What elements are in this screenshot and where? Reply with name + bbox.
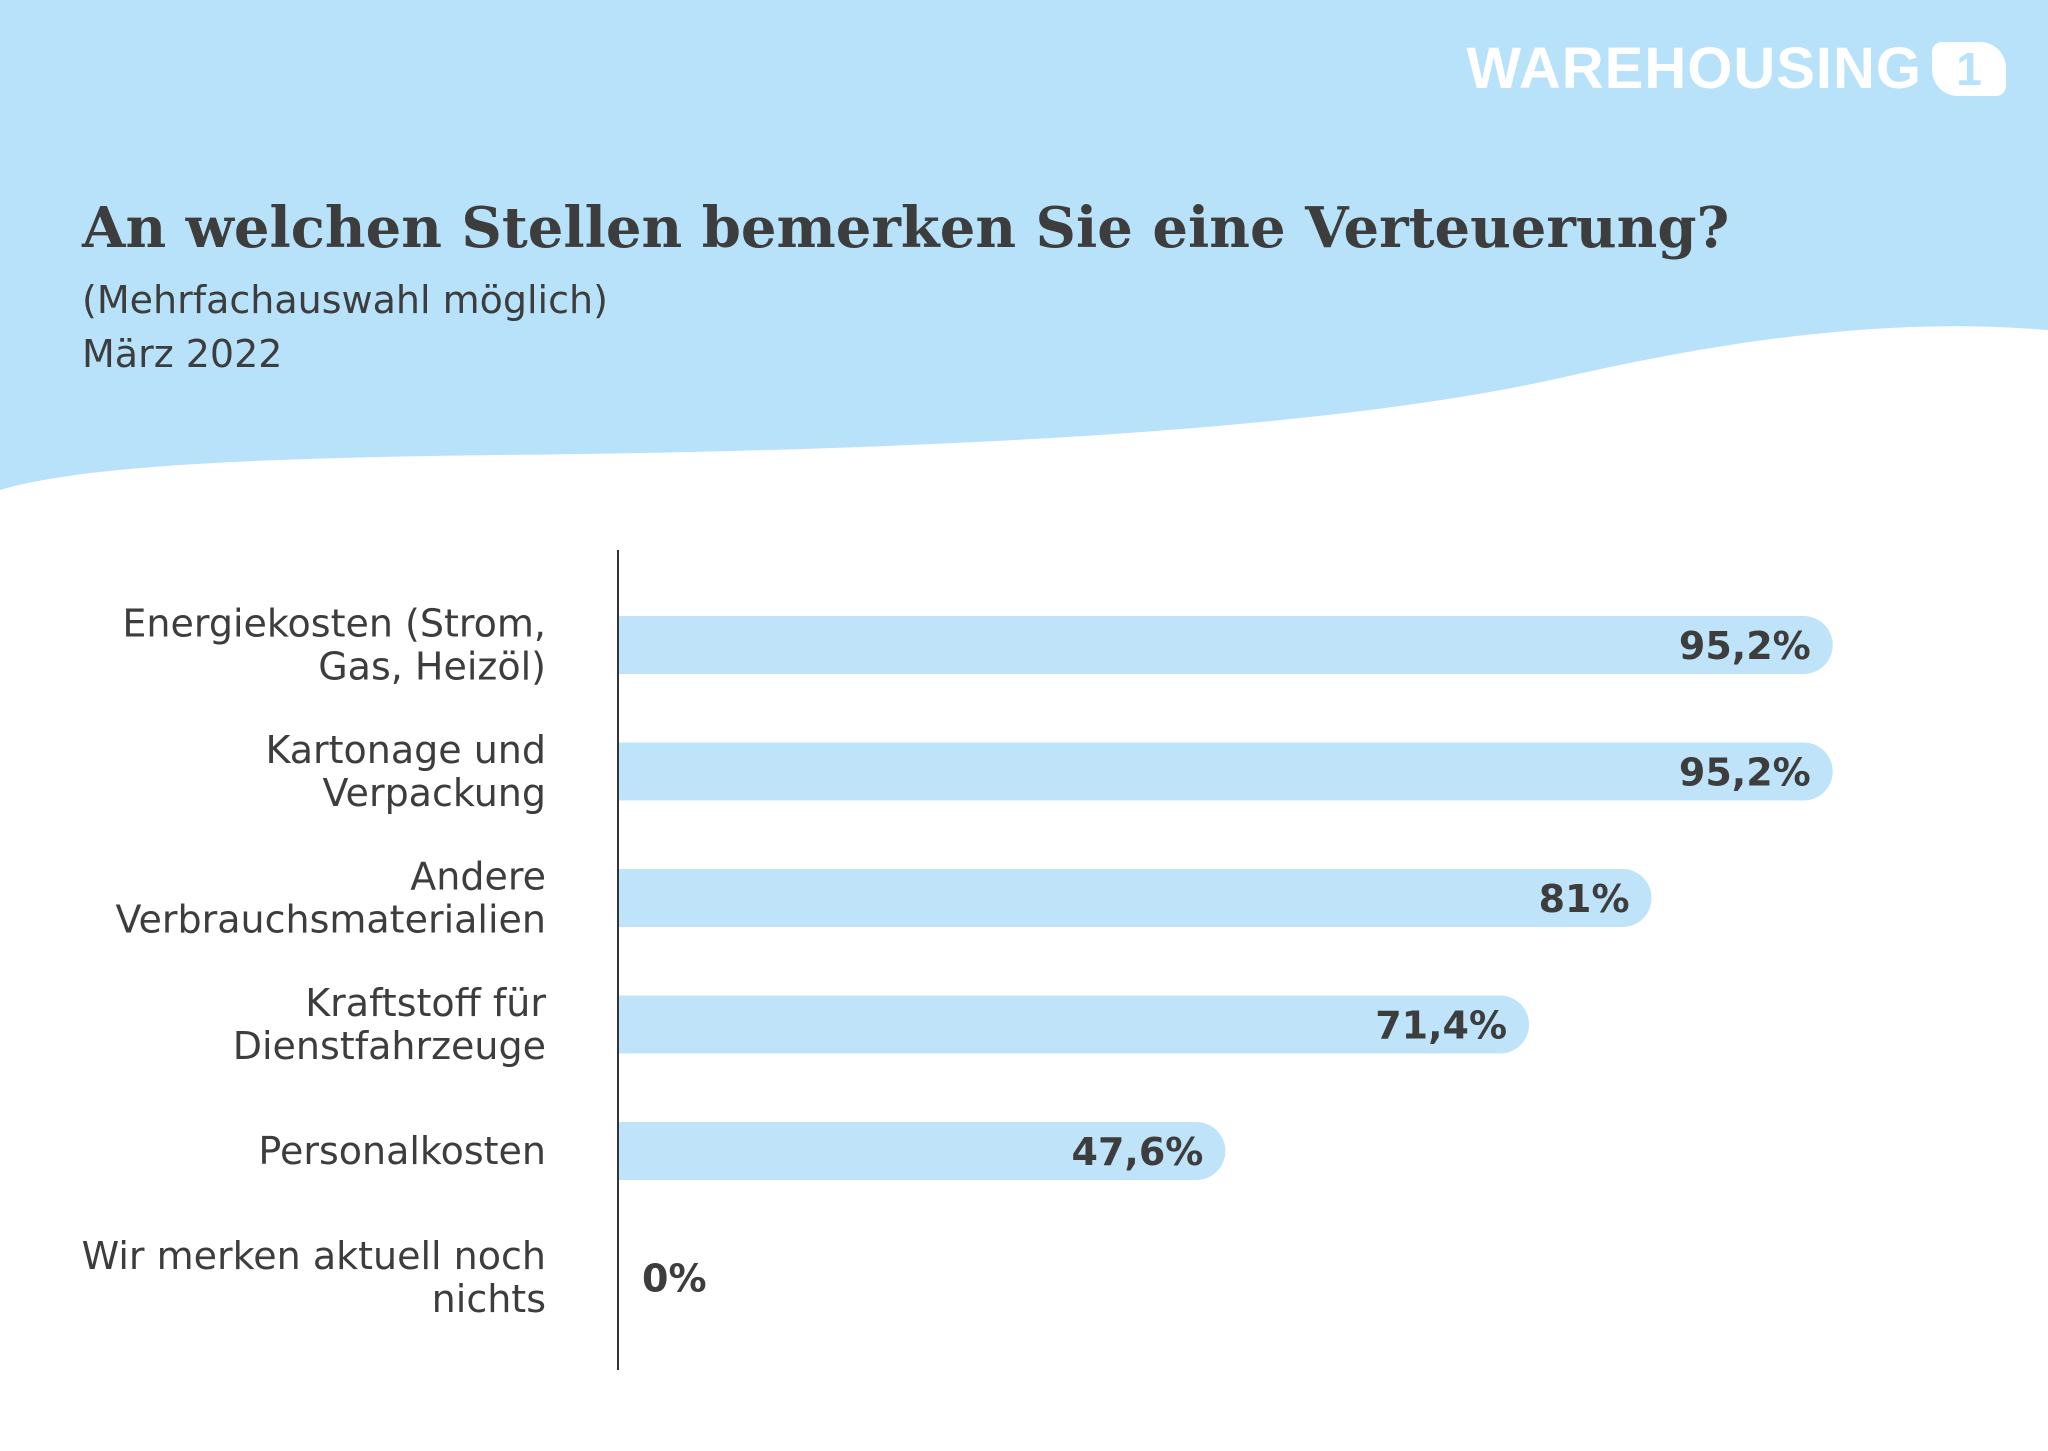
header-background-wave: [0, 0, 2048, 490]
page-title: An welchen Stellen bemerken Sie eine Ver…: [82, 195, 1730, 261]
bar: [618, 1122, 1226, 1180]
category-label: Gas, Heizöl): [318, 645, 546, 689]
logo-badge: 1: [1932, 42, 2006, 96]
bar: [618, 742, 1833, 801]
data-label: 0%: [642, 1257, 707, 1301]
category-label: Dienstfahrzeuge: [233, 1024, 546, 1068]
category-label: nichts: [432, 1277, 546, 1321]
data-label: 47,6%: [1072, 1130, 1204, 1174]
category-label: Andere: [410, 855, 546, 899]
category-label: Verpackung: [323, 771, 546, 815]
category-label: Kartonage und: [265, 728, 546, 772]
subtitle-block: (Mehrfachauswahl möglich) März 2022: [82, 273, 608, 381]
data-label: 95,2%: [1679, 624, 1811, 668]
category-label: Verbrauchsmaterialien: [115, 898, 546, 942]
warehousing-logo: WAREHOUSING 1: [1466, 40, 2006, 98]
category-label: Wir merken aktuell noch: [82, 1234, 546, 1278]
data-label: 81%: [1539, 877, 1630, 921]
data-label: 71,4%: [1375, 1004, 1507, 1048]
subtitle-date: März 2022: [82, 332, 283, 376]
data-label: 95,2%: [1679, 751, 1811, 795]
bar: [618, 995, 1530, 1054]
bar: [618, 616, 1833, 674]
bar: [618, 869, 1652, 927]
subtitle-note: (Mehrfachauswahl möglich): [82, 278, 608, 322]
category-label: Personalkosten: [258, 1129, 546, 1173]
category-label: Energiekosten (Strom,: [122, 602, 546, 646]
category-label: Kraftstoff für: [305, 981, 546, 1025]
logo-wordmark: WAREHOUSING: [1466, 36, 1922, 101]
